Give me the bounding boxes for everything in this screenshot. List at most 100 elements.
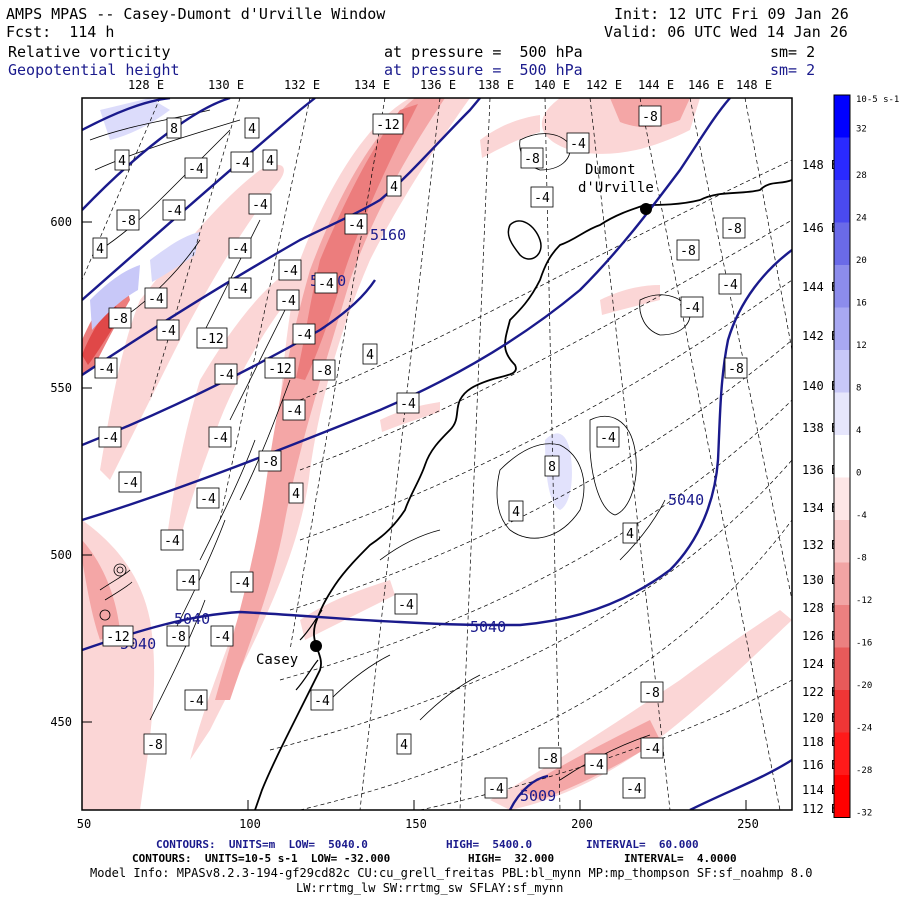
- right-lon-label: 136 E: [802, 463, 838, 477]
- vorticity-label: -8: [258, 450, 282, 472]
- y-tick-label: 450: [50, 715, 72, 729]
- vorticity-label: 4: [386, 175, 402, 197]
- vorticity-label-text: 4: [96, 242, 104, 257]
- colorbar-segment: [834, 180, 850, 223]
- vorticity-label-text: -4: [166, 204, 182, 219]
- vorticity-label: -4: [278, 259, 302, 281]
- vorticity-label-text: 4: [512, 505, 520, 520]
- vorticity-label-text: -8: [120, 214, 136, 229]
- vorticity-label-text: 4: [366, 348, 374, 363]
- colorbar-unit: 10-5 s-1: [856, 95, 899, 105]
- vorticity-label-text: -8: [147, 738, 163, 753]
- model-info: Model Info: MPASv8.2.3-194-gf29cd82c CU:…: [90, 866, 813, 880]
- vorticity-label: 8: [544, 455, 560, 477]
- vorticity-label-text: -4: [160, 324, 176, 339]
- vorticity-label: 4: [508, 500, 524, 522]
- top-lon-label: 146 E: [688, 78, 724, 92]
- vorticity-label: -12: [196, 327, 228, 349]
- colorbar-segment: [834, 392, 850, 435]
- colorbar-tick: -28: [856, 766, 872, 776]
- right-lon-label: 114 E: [802, 783, 838, 797]
- vorticity-label-text: -4: [296, 328, 312, 343]
- vorticity-label: -4: [584, 753, 608, 775]
- vorticity-label: -4: [596, 426, 620, 448]
- vorticity-label: -8: [676, 239, 700, 261]
- colorbar-segment: [834, 137, 850, 180]
- right-lon-label: 120 E: [802, 711, 838, 725]
- axis-ticks: [81, 221, 747, 810]
- vorticity-label: 4: [288, 482, 304, 504]
- right-lon-label: 140 E: [802, 379, 838, 393]
- height-contour-label: 5040: [470, 618, 506, 636]
- height-contour-5340: [82, 98, 171, 132]
- colorbar-segment: [834, 605, 850, 648]
- vorticity-label: -8: [638, 105, 662, 127]
- vorticity-label: -4: [230, 151, 254, 173]
- right-lon-label: 130 E: [802, 573, 838, 587]
- colorbar-tick: -4: [856, 511, 867, 521]
- vorticity-label: -4: [98, 426, 122, 448]
- vorticity-label-text: -4: [200, 492, 216, 507]
- vorticity-label-text: 4: [266, 154, 274, 169]
- vorticity-label: -4: [160, 529, 184, 551]
- colorbar-tick: 4: [856, 426, 861, 436]
- vorticity-label: 4: [92, 237, 108, 259]
- vorticity-label-text: -4: [534, 191, 550, 206]
- vorticity-label-text: -4: [488, 782, 504, 797]
- vorticity-label: -4: [118, 471, 142, 493]
- vorticity-label: 4: [262, 149, 278, 171]
- vorticity-label: -4: [566, 132, 590, 154]
- vorticity-label-text: 4: [292, 487, 300, 502]
- vorticity-label-text: -4: [348, 218, 364, 233]
- colorbar-segment: [834, 222, 850, 265]
- colorbar-tick: -12: [856, 596, 872, 606]
- vorticity-label-text: -4: [148, 292, 164, 307]
- vorticity-label-text: 4: [400, 738, 408, 753]
- vorticity-label: -4: [144, 287, 168, 309]
- height-contour-5009: [508, 774, 549, 810]
- vorticity-label: -4: [176, 569, 200, 591]
- vorticity-label-text: 8: [170, 122, 178, 137]
- top-lon-label: 134 E: [354, 78, 390, 92]
- vorticity-label: -4: [640, 737, 664, 759]
- field2-level: at pressure = 500 hPa: [384, 61, 583, 79]
- vorticity-label-text: -4: [282, 264, 298, 279]
- top-lon-label: 142 E: [586, 78, 622, 92]
- height-contour-5280: [82, 98, 231, 211]
- vorticity-label-text: -4: [644, 742, 660, 757]
- vorticity-label: -4: [208, 426, 232, 448]
- vorticity-label-text: -4: [280, 294, 296, 309]
- vorticity-label: -4: [344, 213, 368, 235]
- vorticity-label: -4: [530, 186, 554, 208]
- y-tick-label: 500: [50, 548, 72, 562]
- colorbar-tick: -32: [856, 809, 872, 819]
- vorticity-label: -4: [310, 689, 334, 711]
- vorticity-label: -4: [718, 273, 742, 295]
- vorticity-label: -4: [210, 625, 234, 647]
- x-tick-label: 200: [571, 817, 593, 831]
- colorbar-tick: 20: [856, 256, 867, 266]
- colorbar-frame: [833, 94, 851, 818]
- valid-time: Valid: 06 UTC Wed 14 Jan 26: [604, 23, 848, 41]
- right-lon-label: 112 E: [802, 802, 838, 816]
- x-tick-label: 50: [77, 817, 91, 831]
- vorticity-label-text: -4: [684, 301, 700, 316]
- coastline-inlet: [507, 220, 542, 260]
- colorbar-tick: -8: [856, 554, 867, 564]
- vorticity-label-text: -4: [122, 476, 138, 491]
- height-contour-5100b: [82, 98, 731, 522]
- vorticity-label-text: -4: [218, 368, 234, 383]
- height-contour-high: HIGH= 5400.0: [446, 838, 533, 851]
- vorticity-label: -8: [640, 681, 664, 703]
- vorticity-label: -8: [538, 747, 562, 769]
- field1-name: Relative vorticity: [8, 43, 171, 61]
- vorticity-label: -8: [724, 357, 748, 379]
- colorbar-segment: [834, 775, 850, 818]
- place-label-casey: Casey: [256, 652, 298, 668]
- vorticity-label: -4: [162, 199, 186, 221]
- vorticity-contour-interval: INTERVAL= 4.0000: [624, 852, 737, 865]
- right-lon-label: 116 E: [802, 758, 838, 772]
- vorticity-label-text: -12: [200, 332, 223, 347]
- vorticity-label-text: 4: [390, 180, 398, 195]
- vorticity-label: -8: [108, 307, 132, 329]
